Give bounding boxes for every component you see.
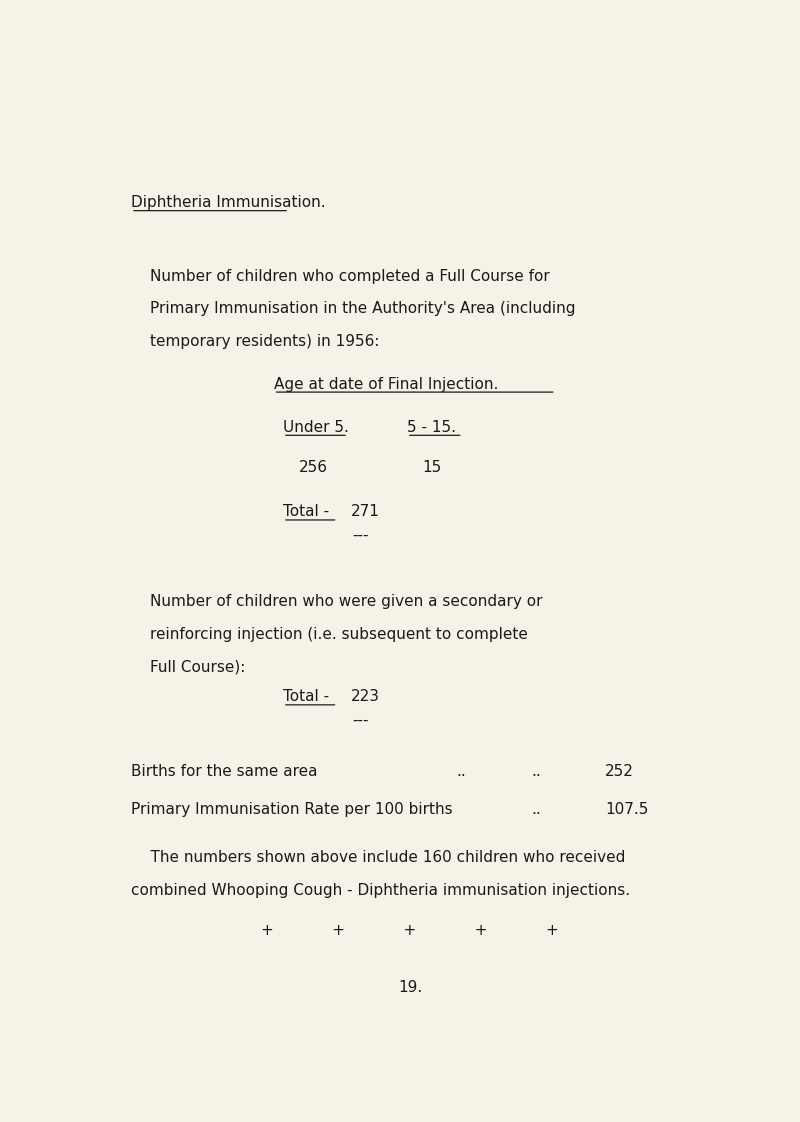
- Text: Primary Immunisation in the Authority's Area (including: Primary Immunisation in the Authority's …: [150, 302, 575, 316]
- Text: 252: 252: [606, 764, 634, 779]
- Text: The numbers shown above include 160 children who received: The numbers shown above include 160 chil…: [131, 850, 626, 865]
- Text: reinforcing injection (i.e. subsequent to complete: reinforcing injection (i.e. subsequent t…: [150, 627, 527, 642]
- Text: 15: 15: [422, 460, 442, 476]
- Text: Total -: Total -: [283, 689, 329, 705]
- Text: 107.5: 107.5: [606, 801, 649, 817]
- Text: 256: 256: [298, 460, 327, 476]
- Text: combined Whooping Cough - Diphtheria immunisation injections.: combined Whooping Cough - Diphtheria imm…: [131, 883, 630, 898]
- Text: 5 - 15.: 5 - 15.: [407, 420, 456, 434]
- Text: Number of children who completed a Full Course for: Number of children who completed a Full …: [150, 268, 550, 284]
- Text: ..: ..: [531, 801, 541, 817]
- Text: +            +            +            +            +: + + + + +: [261, 922, 559, 938]
- Text: Age at date of Final Injection.: Age at date of Final Injection.: [274, 377, 498, 392]
- Text: 271: 271: [351, 505, 380, 519]
- Text: temporary residents) in 1956:: temporary residents) in 1956:: [150, 334, 379, 349]
- Text: 19.: 19.: [398, 980, 422, 994]
- Text: ---: ---: [352, 712, 369, 727]
- Text: Total -: Total -: [283, 505, 329, 519]
- Text: ---: ---: [352, 527, 369, 543]
- Text: ..: ..: [531, 764, 541, 779]
- Text: Primary Immunisation Rate per 100 births: Primary Immunisation Rate per 100 births: [131, 801, 453, 817]
- Text: Under 5.: Under 5.: [283, 420, 349, 434]
- Text: Number of children who were given a secondary or: Number of children who were given a seco…: [150, 595, 542, 609]
- Text: ..: ..: [457, 764, 466, 779]
- Text: Diphtheria Immunisation.: Diphtheria Immunisation.: [131, 195, 326, 210]
- Text: Births for the same area: Births for the same area: [131, 764, 318, 779]
- Text: Full Course):: Full Course):: [150, 660, 245, 675]
- Text: 223: 223: [351, 689, 380, 705]
